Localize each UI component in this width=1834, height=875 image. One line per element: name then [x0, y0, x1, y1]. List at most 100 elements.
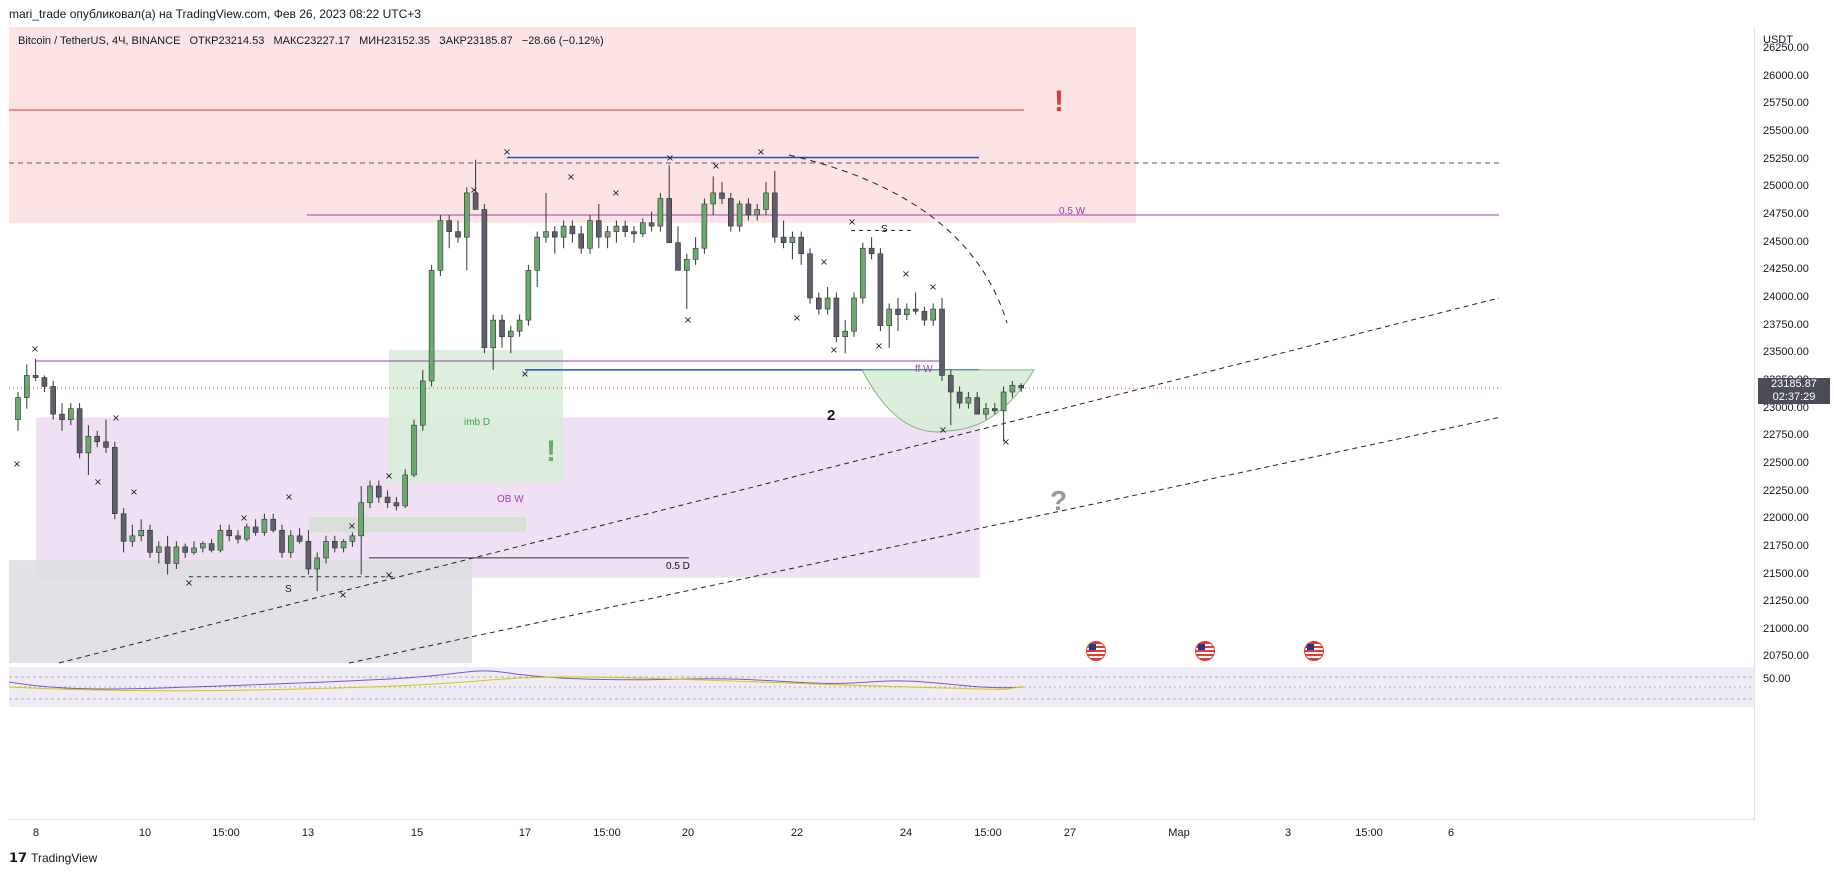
candle-body — [402, 474, 409, 507]
half-d-label: 0.5 D — [666, 561, 690, 572]
candle-body — [657, 198, 664, 227]
time-axis[interactable]: 8 10 15:00 13 15 17 15:00 20 22 24 15:00 27 Мар 3 15:0… — [9, 819, 1754, 847]
candle — [67, 403, 74, 426]
candle — [331, 535, 338, 553]
candle-body — [692, 247, 699, 260]
price-tick: 21500.00 — [1763, 567, 1809, 580]
candle-body — [499, 319, 505, 338]
candle-body — [543, 231, 549, 238]
candle — [419, 369, 426, 431]
symbol-name[interactable]: Bitcoin / TetherUS, 4Ч, BINANCE — [18, 35, 181, 47]
candle-body — [331, 541, 338, 549]
time-tick: 27 — [1063, 827, 1077, 839]
candle — [543, 192, 549, 243]
candle-body — [112, 447, 118, 514]
candle — [719, 181, 725, 204]
candle-body — [534, 236, 541, 271]
candle-body — [200, 543, 206, 549]
candle-body — [578, 233, 585, 249]
candle-body — [824, 297, 831, 310]
swing-marker: × — [503, 147, 511, 158]
candle-body — [191, 547, 197, 553]
swing-marker: × — [348, 521, 356, 532]
candle — [507, 325, 514, 354]
swing-marker: × — [185, 578, 193, 589]
candle — [921, 306, 928, 326]
candle-body — [147, 529, 153, 553]
swing-marker: × — [94, 477, 102, 488]
candle-body — [50, 386, 57, 415]
swing-marker: × — [385, 471, 393, 482]
arc-projection — [788, 154, 1008, 324]
candle — [375, 480, 382, 503]
price-tick: 21250.00 — [1763, 595, 1809, 608]
candle-body — [67, 408, 74, 420]
candle — [287, 530, 294, 558]
candle — [807, 248, 813, 304]
trendline-upper — [58, 297, 1500, 664]
candle — [244, 523, 250, 542]
time-tick: 10 — [138, 827, 152, 839]
candle-body — [1000, 391, 1007, 412]
candle-body — [736, 203, 743, 227]
us-flag-icon[interactable] — [1086, 641, 1106, 661]
candle — [59, 403, 65, 431]
candle — [675, 226, 681, 271]
candle-body — [789, 236, 796, 243]
swing-marker: × — [875, 341, 883, 352]
gray-zone — [9, 560, 472, 663]
candle — [261, 513, 268, 536]
candle-body — [85, 435, 92, 454]
candle-body — [235, 535, 241, 540]
time-tick: 15:00 — [1355, 827, 1383, 839]
symbol-legend: Bitcoin / TetherUS, 4Ч, BINANCE ОТКР2321… — [18, 35, 610, 47]
candle — [472, 159, 479, 210]
question-mark: ? — [1050, 485, 1068, 516]
candle — [727, 192, 734, 232]
chart-pane[interactable]: × × × × × × × × × × × × × × × × × × × × × × × × × × × × × × imb D OB … — [9, 27, 1755, 820]
candle — [683, 253, 690, 310]
price-tick: 25750.00 — [1763, 97, 1809, 110]
us-flag-icon[interactable] — [1195, 641, 1215, 661]
last-price-tag: 23185.87 02:37:29 — [1758, 378, 1830, 405]
high-value: МАКС23227.17 — [273, 35, 351, 47]
candle-body — [41, 377, 48, 387]
candle — [622, 220, 629, 238]
price-chart[interactable]: × × × × × × × × × × × × × × × × × × × × × × × × × × × × × × — [9, 27, 1754, 819]
half-w-label: 0.5 W — [1059, 206, 1086, 217]
candle-body — [358, 502, 365, 537]
candle-body — [604, 231, 611, 238]
candle — [200, 541, 206, 553]
candle — [173, 541, 180, 569]
candle-body — [455, 231, 461, 238]
candle-body — [895, 308, 901, 315]
supply-zone — [9, 27, 1136, 223]
candle-body — [428, 270, 435, 382]
candle — [991, 403, 998, 415]
us-flag-icon[interactable] — [1304, 641, 1324, 661]
candle-body — [701, 203, 708, 249]
candle-body — [472, 192, 479, 210]
candle-body — [244, 526, 250, 540]
wave-2-label: 2 — [827, 407, 836, 424]
small-zone — [309, 516, 526, 533]
candle — [842, 320, 849, 354]
candle — [939, 297, 945, 381]
bar-countdown: 02:37:29 — [1772, 391, 1816, 404]
candle — [833, 292, 840, 343]
candle-body — [754, 209, 761, 216]
time-tick: 17 — [518, 827, 532, 839]
change-value: −28.66 (−0.12%) — [521, 35, 604, 47]
candle-body — [261, 518, 268, 533]
red-exclamation: ! — [1054, 85, 1064, 118]
candle — [455, 220, 461, 243]
price-tick: 20750.00 — [1763, 650, 1809, 663]
candle — [85, 425, 92, 475]
candle-body — [208, 543, 215, 551]
candle-body — [296, 535, 303, 542]
swing-marker: × — [339, 590, 347, 601]
candle-body — [675, 242, 681, 271]
price-axis[interactable]: USDT 26250.00 26000.00 25750.00 25500.00 252… — [1755, 27, 1834, 819]
candle — [490, 314, 497, 370]
candle — [551, 226, 558, 254]
